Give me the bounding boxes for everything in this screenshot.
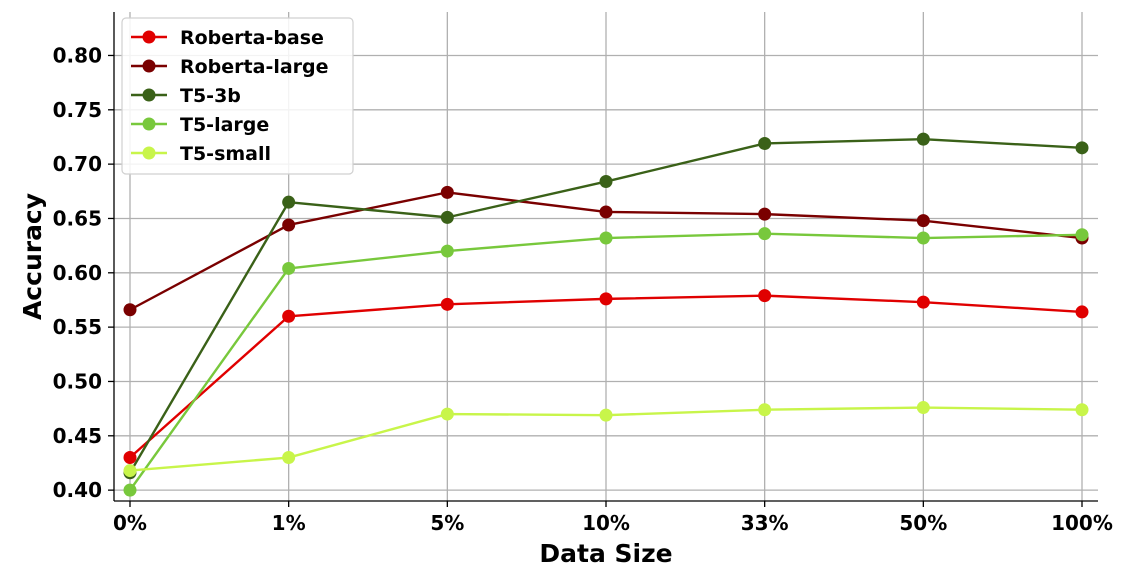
- x-tick-label: 10%: [582, 511, 630, 535]
- legend-marker: [142, 30, 156, 44]
- data-point-t5-large: [599, 231, 613, 245]
- legend-item-roberta-large: Roberta-large: [131, 56, 329, 78]
- y-tick-label: 0.75: [53, 98, 102, 122]
- x-tick-label: 100%: [1051, 511, 1113, 535]
- x-tick-label: 50%: [899, 511, 947, 535]
- series-roberta-large: [123, 185, 1089, 317]
- data-point-t5-3b: [758, 136, 772, 150]
- series-roberta-base: [123, 289, 1089, 465]
- data-point-roberta-base: [599, 292, 613, 306]
- data-point-t5-small: [282, 451, 296, 465]
- legend-item-t5-large: T5-large: [131, 114, 269, 136]
- legend-label: Roberta-large: [180, 56, 329, 78]
- data-point-t5-large: [1075, 228, 1089, 242]
- x-tick-label: 33%: [741, 511, 789, 535]
- data-point-roberta-base: [1075, 305, 1089, 319]
- y-tick-label: 0.60: [53, 261, 102, 285]
- data-point-roberta-base: [282, 309, 296, 323]
- data-point-roberta-large: [599, 205, 613, 219]
- data-point-t5-3b: [916, 132, 930, 146]
- data-point-t5-small: [440, 407, 454, 421]
- data-point-t5-small: [599, 408, 613, 422]
- data-point-roberta-large: [440, 185, 454, 199]
- legend: Roberta-base Roberta-large T5-3b T5-large T5…: [121, 17, 354, 175]
- data-point-t5-large: [123, 483, 137, 497]
- legend-item-t5-small: T5-small: [131, 143, 271, 165]
- data-point-t5-small: [758, 403, 772, 417]
- data-point-roberta-large: [916, 214, 930, 228]
- data-point-roberta-large: [758, 207, 772, 221]
- legend-label: T5-small: [180, 143, 271, 165]
- x-axis-title: Data Size: [539, 539, 672, 568]
- series-t5-large: [123, 227, 1089, 497]
- data-point-t5-small: [916, 401, 930, 415]
- legend-marker: [142, 88, 156, 102]
- data-point-t5-small: [123, 464, 137, 478]
- legend-item-roberta-base: Roberta-base: [131, 27, 324, 49]
- data-point-roberta-large: [123, 303, 137, 317]
- legend-marker: [142, 146, 156, 160]
- data-point-roberta-base: [440, 297, 454, 311]
- data-point-roberta-large: [282, 218, 296, 232]
- legend-box: [121, 17, 354, 175]
- y-tick-label: 0.55: [53, 315, 102, 339]
- data-point-t5-large: [758, 227, 772, 241]
- data-point-roberta-base: [916, 295, 930, 309]
- legend-marker: [142, 117, 156, 131]
- series-t5-small: [123, 401, 1089, 478]
- legend-label: Roberta-base: [180, 27, 324, 49]
- y-tick-label: 0.45: [53, 424, 102, 448]
- data-point-t5-small: [1075, 403, 1089, 417]
- data-point-t5-large: [282, 261, 296, 275]
- legend-label: T5-3b: [180, 85, 241, 107]
- data-point-roberta-base: [123, 451, 137, 465]
- x-tick-label: 0%: [113, 511, 147, 535]
- data-point-t5-3b: [599, 175, 613, 189]
- y-axis-ticks: 0.40 0.45 0.50 0.55 0.60 0.65 0.70 0.75 0.80: [53, 43, 114, 502]
- data-point-t5-3b: [440, 210, 454, 224]
- x-axis-ticks: 0% 1% 5% 10% 33% 50% 100%: [113, 501, 1113, 535]
- data-point-t5-large: [916, 231, 930, 245]
- y-tick-label: 0.65: [53, 206, 102, 230]
- y-axis-title: Accuracy: [18, 193, 47, 320]
- legend-item-t5-3b: T5-3b: [131, 85, 241, 107]
- data-point-t5-3b: [282, 195, 296, 209]
- y-tick-label: 0.70: [53, 152, 102, 176]
- legend-label: T5-large: [180, 114, 269, 136]
- data-point-roberta-base: [758, 289, 772, 303]
- series-lines: [123, 132, 1089, 497]
- legend-marker: [142, 59, 156, 73]
- data-point-t5-large: [440, 244, 454, 258]
- data-point-t5-3b: [1075, 141, 1089, 155]
- y-tick-label: 0.40: [53, 478, 102, 502]
- y-tick-label: 0.80: [53, 43, 102, 67]
- x-tick-label: 5%: [430, 511, 464, 535]
- y-tick-label: 0.50: [53, 369, 102, 393]
- x-tick-label: 1%: [272, 511, 306, 535]
